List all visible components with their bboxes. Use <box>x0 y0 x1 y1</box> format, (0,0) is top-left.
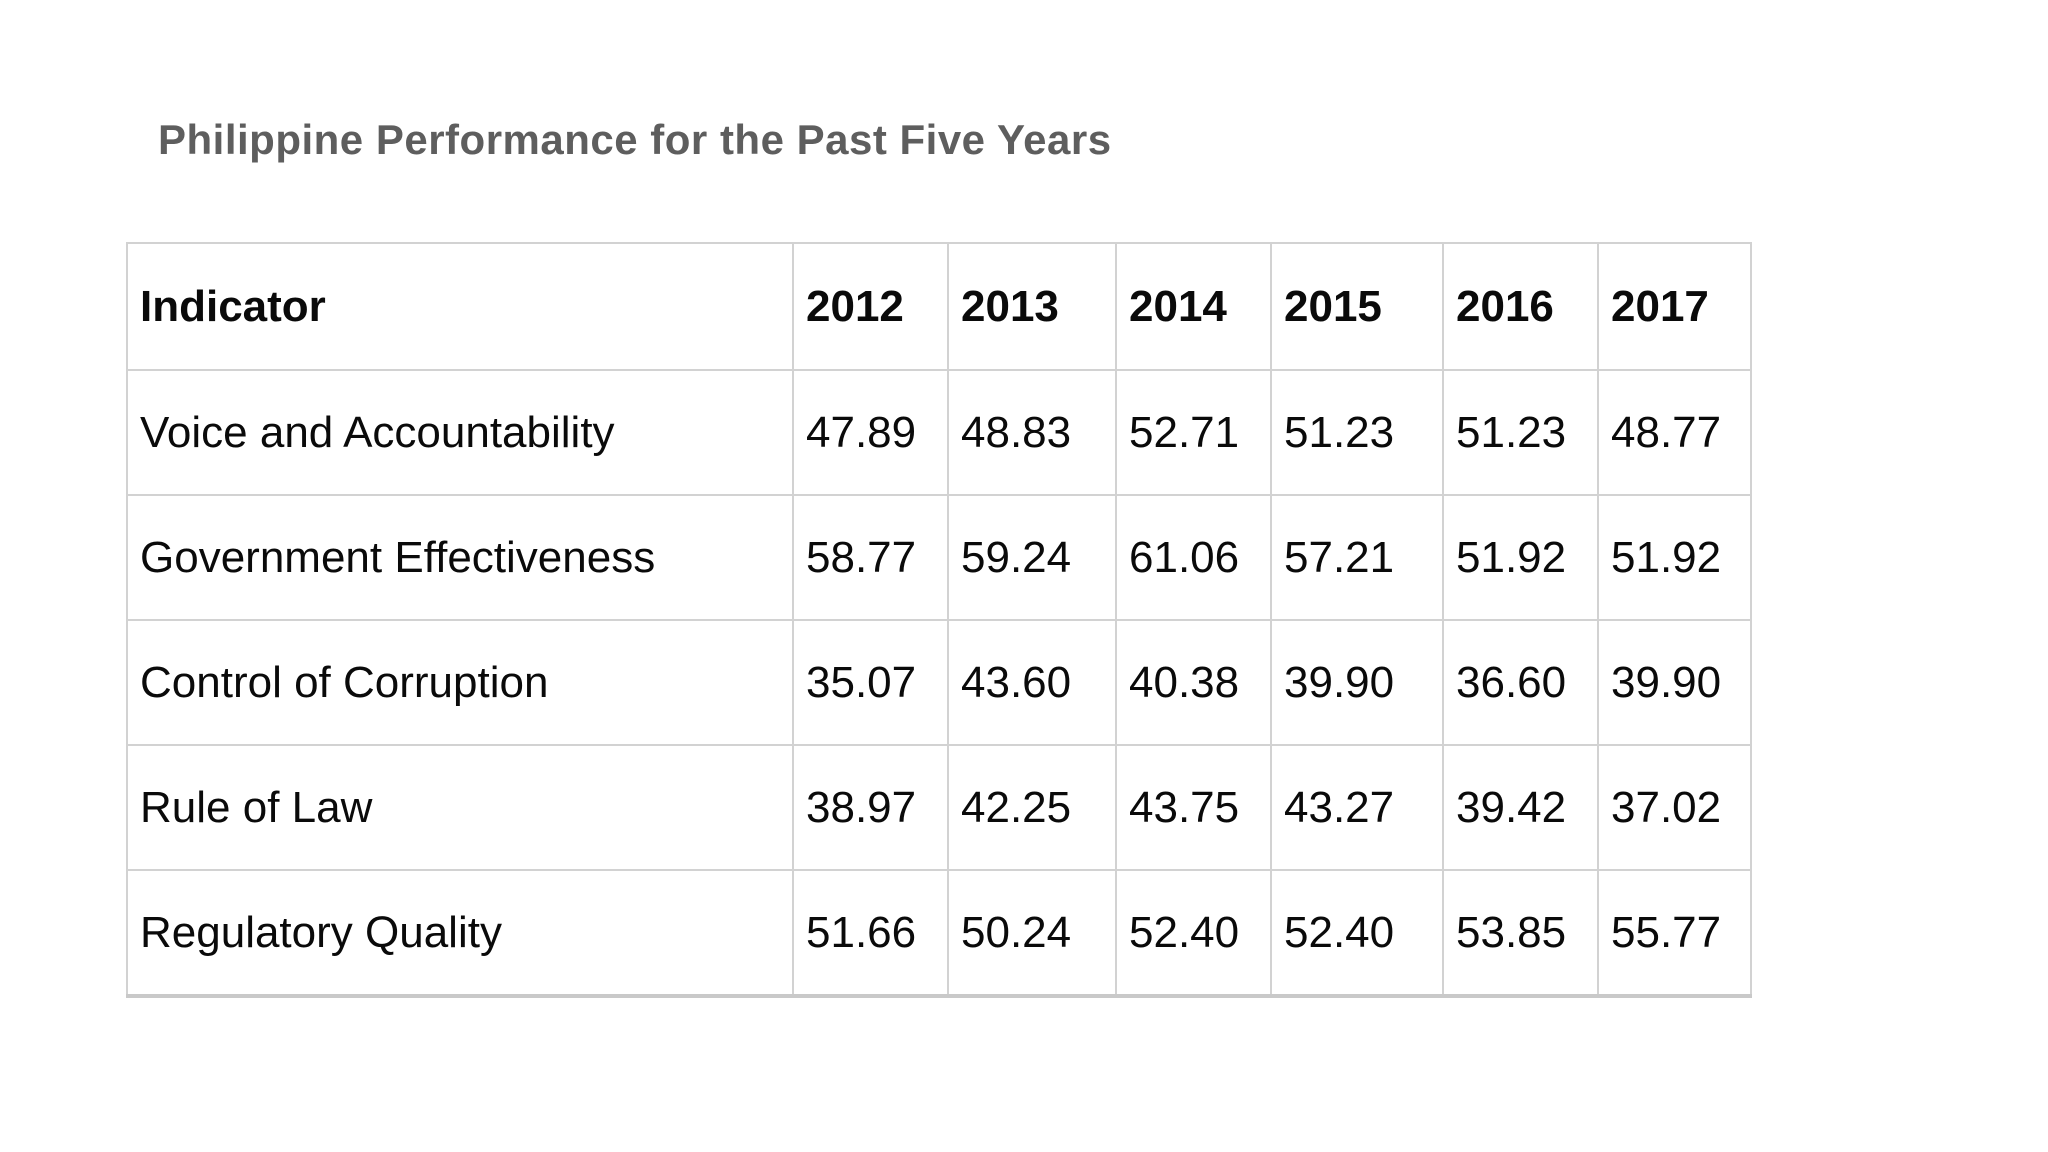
cell-value: 47.89 <box>792 369 949 496</box>
row-label: Voice and Accountability <box>126 369 794 496</box>
cell-value: 43.75 <box>1115 744 1272 871</box>
table-row: Regulatory Quality 51.66 50.24 52.40 52.… <box>126 869 1752 997</box>
cell-value: 38.97 <box>792 744 949 871</box>
column-header-2012: 2012 <box>792 242 949 371</box>
row-label: Rule of Law <box>126 744 794 871</box>
row-label: Government Effectiveness <box>126 494 794 621</box>
row-label: Control of Corruption <box>126 619 794 746</box>
column-header-2014: 2014 <box>1115 242 1272 371</box>
column-header-indicator: Indicator <box>126 242 794 371</box>
cell-value: 58.77 <box>792 494 949 621</box>
cell-value: 39.42 <box>1442 744 1599 871</box>
column-header-2013: 2013 <box>947 242 1117 371</box>
cell-value: 42.25 <box>947 744 1117 871</box>
cell-value: 48.83 <box>947 369 1117 496</box>
cell-value: 59.24 <box>947 494 1117 621</box>
cell-value: 48.77 <box>1597 369 1752 496</box>
cell-value: 50.24 <box>947 869 1117 997</box>
cell-value: 43.27 <box>1270 744 1444 871</box>
cell-value: 55.77 <box>1597 869 1752 997</box>
table-row: Government Effectiveness 58.77 59.24 61.… <box>126 494 1752 621</box>
cell-value: 57.21 <box>1270 494 1444 621</box>
column-header-2015: 2015 <box>1270 242 1444 371</box>
table-row: Rule of Law 38.97 42.25 43.75 43.27 39.4… <box>126 744 1752 871</box>
cell-value: 51.92 <box>1442 494 1599 621</box>
table-header-row: Indicator 2012 2013 2014 2015 2016 2017 <box>126 242 1752 371</box>
cell-value: 39.90 <box>1270 619 1444 746</box>
performance-table: Indicator 2012 2013 2014 2015 2016 2017 … <box>126 242 1752 998</box>
cell-value: 52.40 <box>1270 869 1444 997</box>
cell-value: 51.23 <box>1442 369 1599 496</box>
cell-value: 51.92 <box>1597 494 1752 621</box>
cell-value: 39.90 <box>1597 619 1752 746</box>
cell-value: 36.60 <box>1442 619 1599 746</box>
cell-value: 40.38 <box>1115 619 1272 746</box>
row-label: Regulatory Quality <box>126 869 794 997</box>
table-row: Voice and Accountability 47.89 48.83 52.… <box>126 369 1752 496</box>
cell-value: 52.40 <box>1115 869 1272 997</box>
column-header-2016: 2016 <box>1442 242 1599 371</box>
cell-value: 51.66 <box>792 869 949 997</box>
column-header-2017: 2017 <box>1597 242 1752 371</box>
cell-value: 53.85 <box>1442 869 1599 997</box>
cell-value: 61.06 <box>1115 494 1272 621</box>
table-row: Control of Corruption 35.07 43.60 40.38 … <box>126 619 1752 746</box>
cell-value: 35.07 <box>792 619 949 746</box>
cell-value: 43.60 <box>947 619 1117 746</box>
page-title: Philippine Performance for the Past Five… <box>158 116 1112 163</box>
cell-value: 52.71 <box>1115 369 1272 496</box>
cell-value: 51.23 <box>1270 369 1444 496</box>
cell-value: 37.02 <box>1597 744 1752 871</box>
